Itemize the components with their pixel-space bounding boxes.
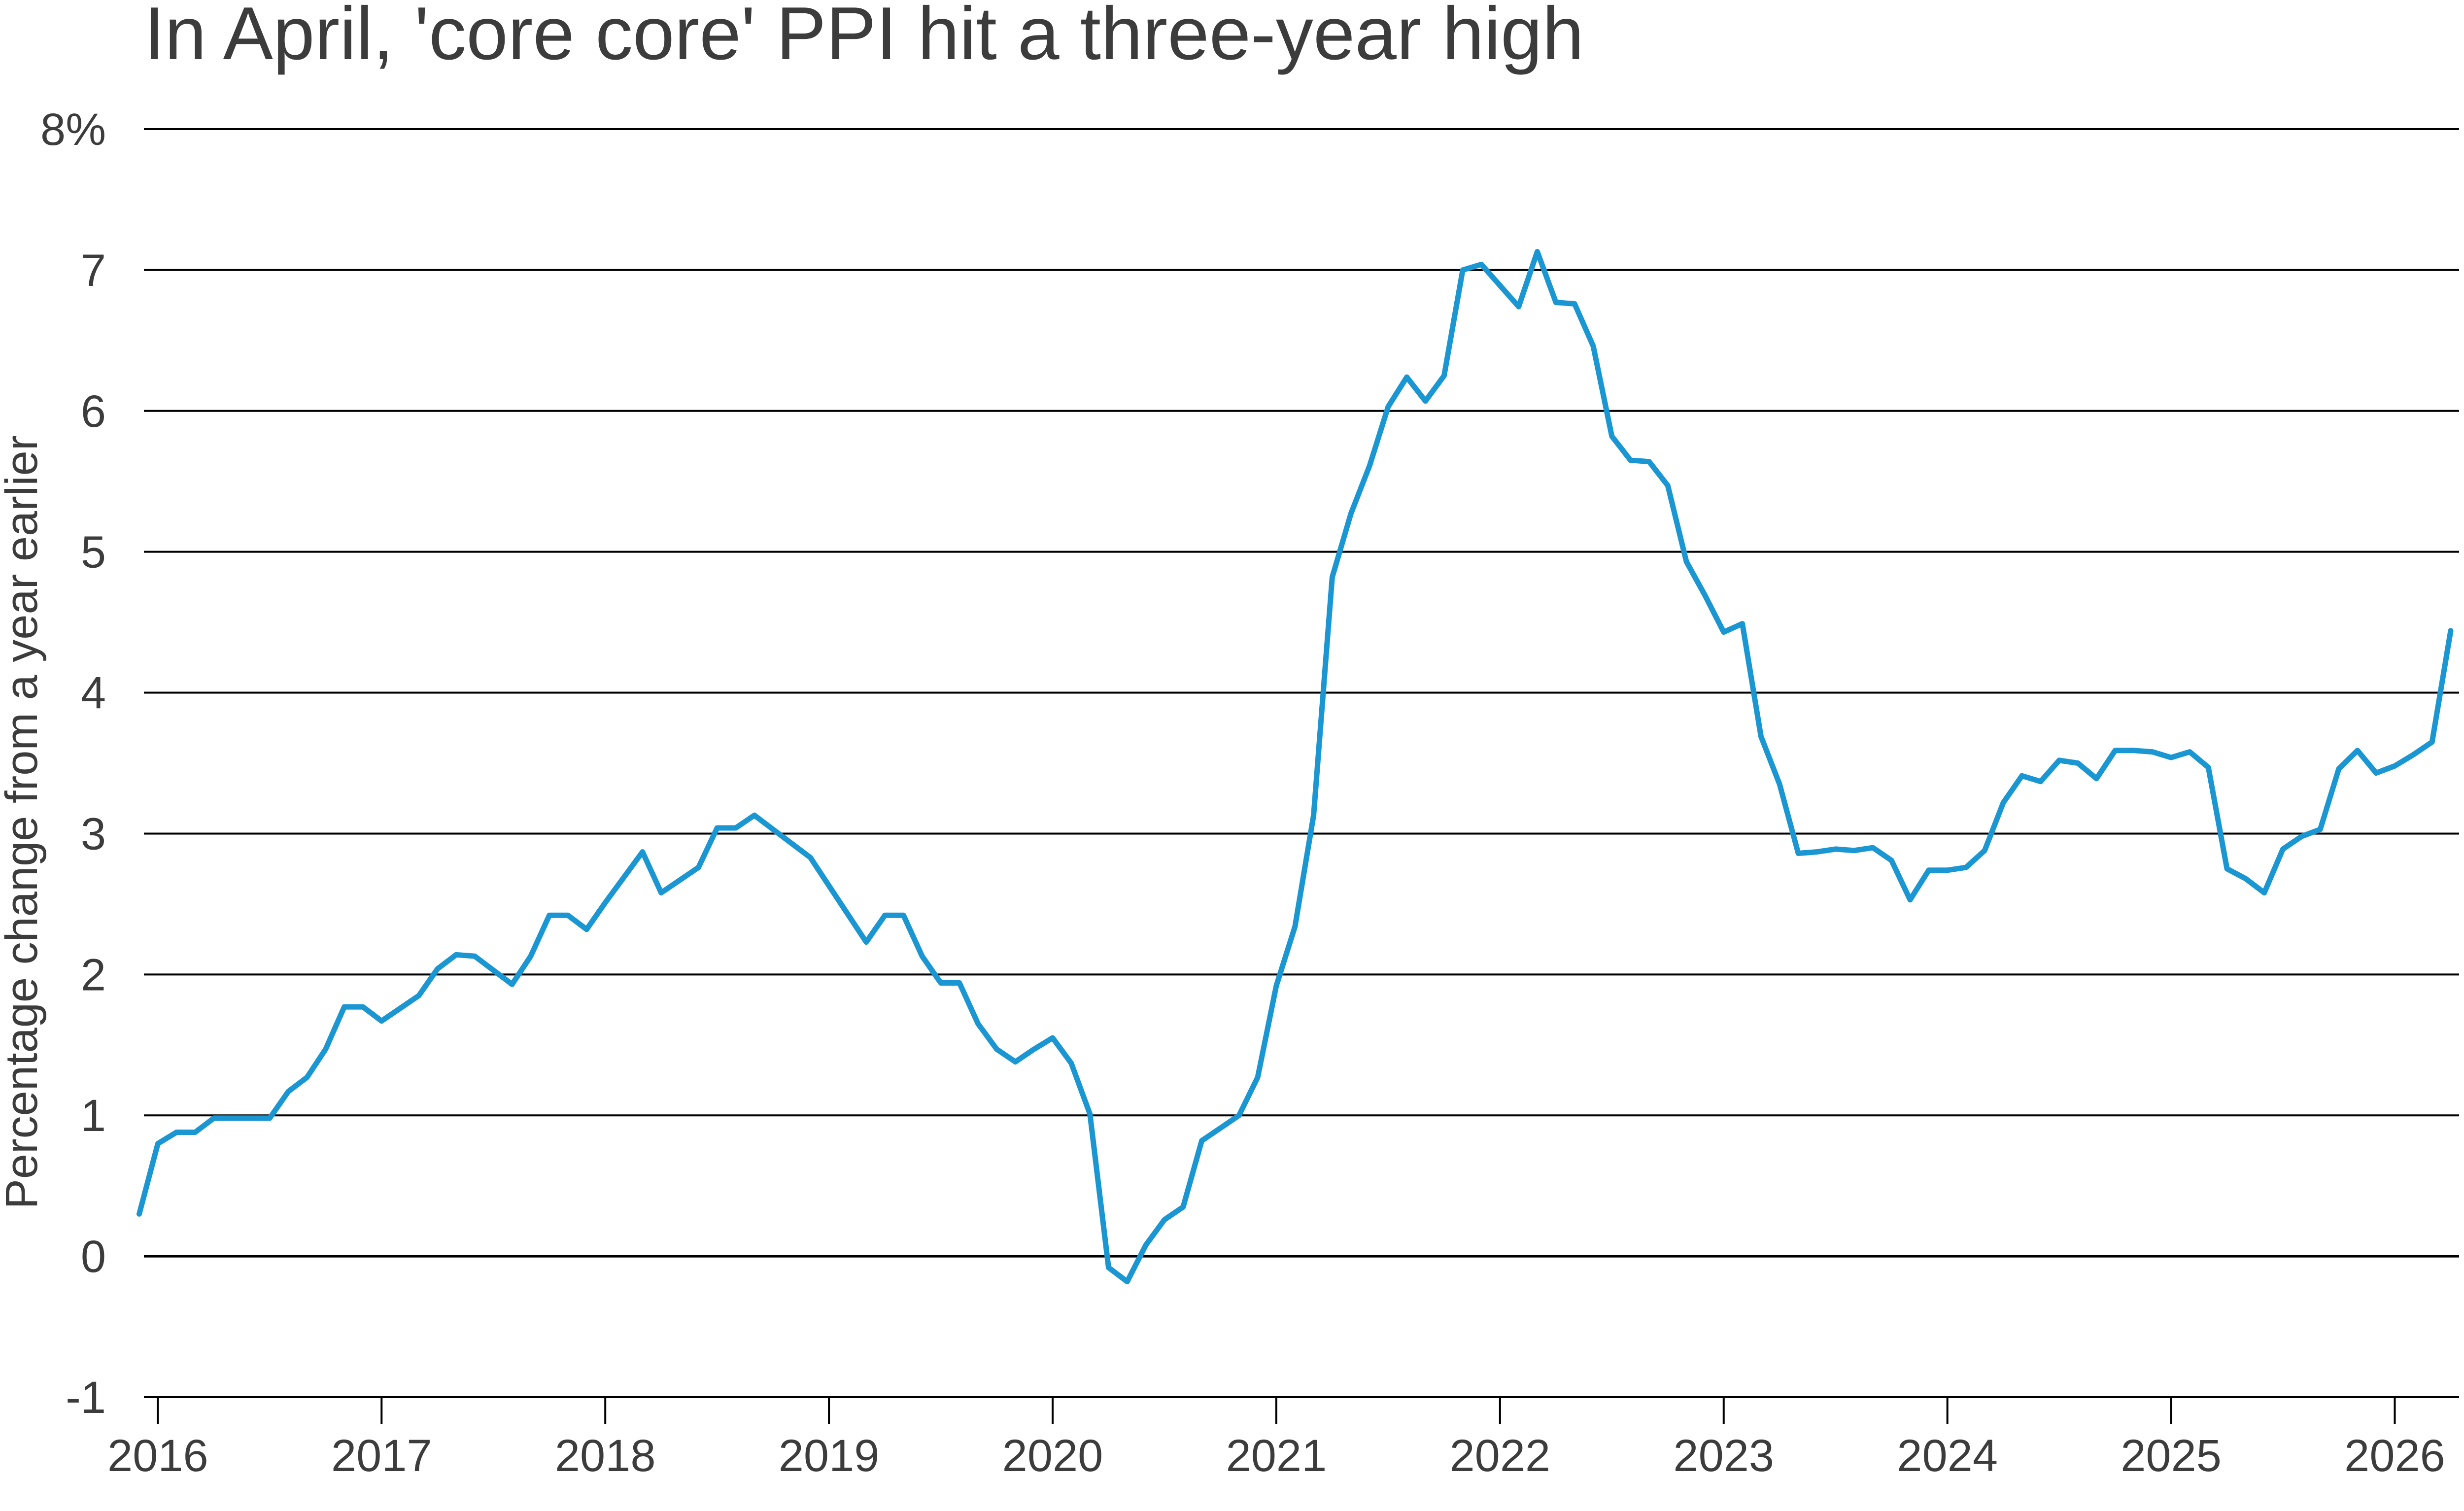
y-tick-label: -1 bbox=[66, 1373, 106, 1423]
x-tick-label: 2022 bbox=[1450, 1431, 1551, 1481]
x-axis: 2016 2017 2018 2019 2020 2021 2022 2023 2024 2025… bbox=[107, 1396, 2459, 1481]
y-axis-tick-labels: 8% 7 6 5 4 3 2 1 0 -1 bbox=[40, 104, 106, 1423]
x-tick-label: 2021 bbox=[1226, 1431, 1327, 1481]
y-tick-label: 5 bbox=[81, 527, 106, 578]
y-tick-label: 1 bbox=[81, 1091, 106, 1141]
y-tick-label: 8% bbox=[40, 104, 106, 155]
x-tick-label: 2023 bbox=[1673, 1431, 1774, 1481]
x-tick-label: 2016 bbox=[107, 1431, 208, 1481]
x-tick-label: 2017 bbox=[331, 1431, 432, 1481]
chart-title: In April, 'core core' PPI hit a three-ye… bbox=[144, 0, 1584, 75]
y-tick-label: 6 bbox=[81, 386, 106, 437]
x-tick-label: 2018 bbox=[555, 1431, 656, 1481]
series-layer bbox=[137, 249, 2454, 1285]
y-tick-label: 7 bbox=[81, 245, 106, 296]
series-line bbox=[137, 249, 2454, 1285]
x-tick-label: 2026 bbox=[2344, 1431, 2445, 1481]
y-tick-label: 3 bbox=[81, 809, 106, 859]
y-axis-label: Percentage change from a year earlier bbox=[0, 436, 47, 1209]
y-tick-label: 0 bbox=[81, 1232, 106, 1282]
x-tick-label: 2025 bbox=[2121, 1431, 2222, 1481]
y-tick-label: 4 bbox=[81, 668, 106, 719]
x-tick-label: 2020 bbox=[1002, 1431, 1103, 1481]
y-tick-label: 2 bbox=[81, 950, 106, 1000]
x-tick-label: 2019 bbox=[779, 1431, 880, 1481]
gridlines bbox=[144, 128, 2459, 1258]
x-tick-label: 2024 bbox=[1897, 1431, 1998, 1481]
